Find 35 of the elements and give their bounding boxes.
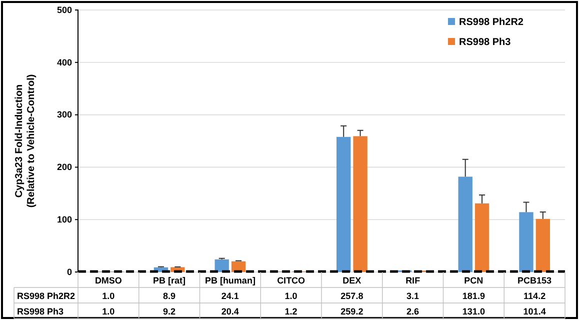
x-tick-label: DMSO [94, 275, 122, 286]
y-tick-label: 200 [56, 162, 72, 172]
data-label: 257.8 [340, 290, 364, 301]
y-tick-label: 0 [66, 266, 72, 277]
y-tick-label: 100 [56, 214, 72, 224]
data-label: 9.2 [163, 306, 176, 316]
data-label: 1.0 [102, 290, 115, 301]
data-label: 2.6 [406, 306, 420, 316]
data-label: 1.0 [102, 306, 115, 316]
y-axis-title: Cyp3a23 Fold-Induction (Relative to Vehicle-Control) [14, 74, 37, 208]
data-label: 24.1 [221, 290, 239, 301]
y-tick-label: 400 [56, 57, 72, 68]
x-tick-label: RIF [406, 275, 421, 286]
data-label: 1.0 [284, 290, 298, 301]
legend-label: RS998 Ph3 [459, 37, 512, 48]
x-tick-label: PB [rat] [153, 275, 186, 286]
y-tick-label: 300 [56, 110, 72, 120]
y-tick-label: 500 [56, 4, 72, 15]
legend-label: RS998 Ph2R2 [459, 17, 524, 28]
text: RS998 Ph2R2 [17, 290, 76, 301]
data-label: 114.2 [524, 290, 546, 301]
x-tick-label: PCB153 [518, 275, 552, 286]
x-tick-label: DEX [342, 275, 362, 286]
data-label: 1.2 [284, 306, 298, 316]
data-label: 131.0 [462, 306, 485, 316]
text: RS998 Ph3 [17, 306, 64, 316]
data-label: 3.1 [406, 290, 420, 301]
data-label: 181.9 [462, 290, 485, 301]
data-label: 101.4 [523, 306, 546, 316]
x-tick-label: PB [human] [204, 275, 256, 286]
data-label: 8.9 [163, 290, 176, 301]
data-label: 20.4 [221, 306, 239, 316]
data-label: 259.2 [340, 306, 364, 316]
x-tick-label: CITCO [277, 275, 306, 286]
x-tick-label: PCN [464, 275, 484, 286]
